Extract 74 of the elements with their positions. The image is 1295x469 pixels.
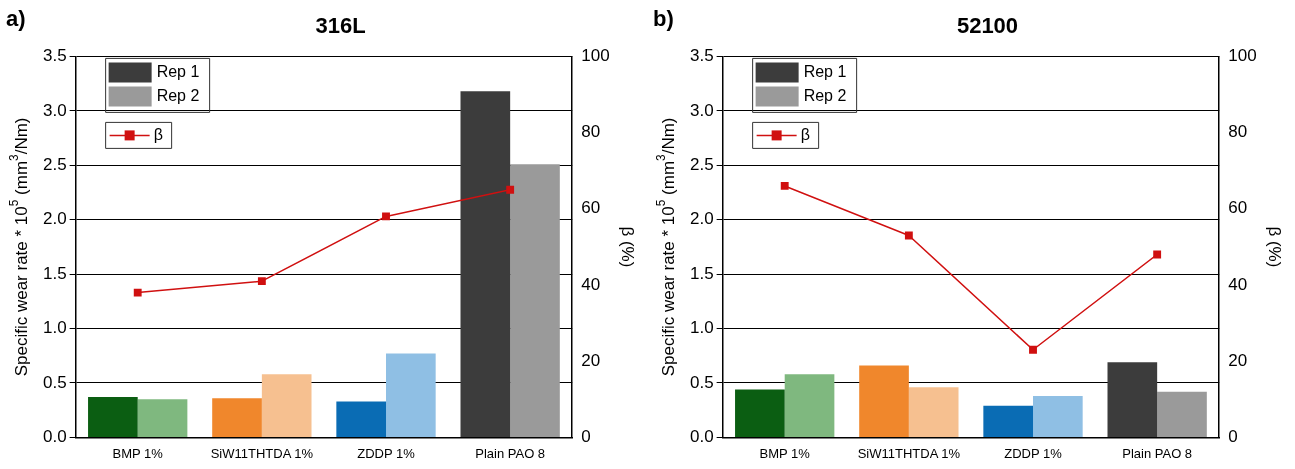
- y-axis-title: Specific wear rate * 105 (mm3/Nm): [7, 117, 31, 377]
- point: [1153, 250, 1162, 259]
- y-tick-label: 0.0: [42, 427, 67, 447]
- y2-tick-label: 0: [1228, 427, 1238, 447]
- legend-label: Rep 2: [156, 86, 200, 104]
- y2-tick-label: 60: [581, 198, 601, 218]
- y2-axis-title: β (%): [618, 226, 638, 268]
- point: [506, 185, 515, 194]
- y-tick-label: 2.0: [42, 209, 67, 229]
- chart-title: 316L: [315, 13, 366, 39]
- y-tick-label: 2.0: [689, 209, 714, 229]
- bar: [859, 365, 909, 437]
- bar: [1107, 362, 1158, 437]
- y-axis-title: Specific wear rate * 105 (mm3/Nm): [654, 117, 678, 377]
- y-tick-label: 2.5: [42, 154, 67, 174]
- y2-tick-label: 80: [1228, 122, 1248, 142]
- legend-label: Rep 2: [803, 86, 847, 104]
- y2-axis-title: β (%): [1265, 226, 1285, 268]
- bar: [336, 401, 387, 437]
- bar: [908, 387, 959, 437]
- y2-tick-label: 100: [1228, 46, 1257, 66]
- point: [780, 182, 789, 190]
- point: [133, 288, 142, 297]
- bar: [735, 389, 785, 437]
- legend-label: Rep 1: [803, 62, 847, 80]
- bar: [212, 398, 262, 437]
- point: [904, 231, 913, 240]
- y2-tick-label: 0: [581, 427, 591, 447]
- bar: [510, 164, 560, 437]
- legend-label: β: [153, 125, 163, 143]
- point: [1029, 345, 1037, 354]
- y-tick-label: 3.5: [689, 46, 714, 66]
- x-tick-label: ZDDP 1%: [357, 445, 416, 461]
- point: [382, 212, 390, 221]
- y2-tick-label: 40: [1228, 274, 1248, 294]
- legend-label: Rep 1: [156, 62, 200, 80]
- legend-label: β: [800, 125, 810, 143]
- y-tick-label: 0.0: [689, 427, 714, 447]
- chart-title: 52100: [956, 13, 1019, 39]
- y-tick-label: 2.5: [689, 154, 714, 174]
- y-tick-label: 3.0: [689, 100, 714, 120]
- y2-tick-label: 40: [581, 274, 601, 294]
- bar: [983, 405, 1034, 437]
- text: b): [653, 6, 674, 32]
- bar: [386, 353, 436, 437]
- bar: [137, 399, 188, 437]
- x-tick-label: SiW11THTDA 1%: [857, 445, 961, 461]
- x-tick-label: BMP 1%: [759, 445, 811, 461]
- y-tick-label: 3.5: [42, 46, 67, 66]
- bar: [1033, 396, 1083, 437]
- bar: [784, 374, 835, 437]
- x-tick-label: BMP 1%: [112, 445, 164, 461]
- y2-tick-label: 80: [581, 122, 601, 142]
- bar: [1157, 391, 1207, 437]
- x-tick-label: Plain PAO 8: [475, 445, 546, 461]
- y-tick-label: 1.0: [42, 318, 67, 338]
- y2-tick-label: 20: [1228, 350, 1248, 370]
- x-tick-label: SiW11THTDA 1%: [210, 445, 314, 461]
- bar: [460, 91, 511, 437]
- y-tick-label: 0.5: [42, 372, 67, 392]
- y-tick-label: 3.0: [42, 100, 67, 120]
- y-tick-label: 0.5: [689, 372, 714, 392]
- y-tick-label: 1.0: [689, 318, 714, 338]
- y2-tick-label: 60: [1228, 198, 1248, 218]
- x-tick-label: Plain PAO 8: [1122, 445, 1193, 461]
- y-tick-label: 1.5: [42, 263, 67, 283]
- y-tick-label: 1.5: [689, 263, 714, 283]
- bar: [261, 374, 312, 437]
- bar: [88, 397, 138, 437]
- text: a): [6, 6, 26, 32]
- y2-tick-label: 100: [581, 46, 610, 66]
- y2-tick-label: 20: [581, 350, 601, 370]
- x-tick-label: ZDDP 1%: [1004, 445, 1063, 461]
- point: [257, 277, 266, 286]
